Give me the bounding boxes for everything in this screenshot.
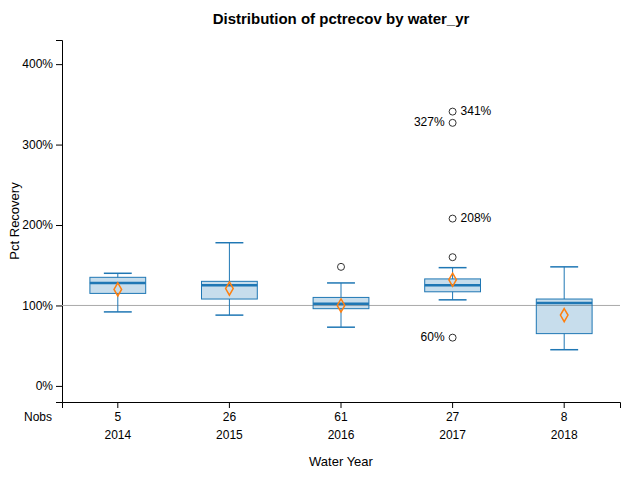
whisker-high bbox=[341, 283, 342, 297]
annotations: 341% 327% 208% 60% bbox=[414, 104, 492, 344]
nobs-value: 5 bbox=[114, 410, 121, 424]
chart: 0% 100% 200% 300% 400% 2014 2015 2016 2017 2018 34… bbox=[0, 0, 640, 480]
mean-marker bbox=[226, 282, 234, 295]
y-tick-mark bbox=[56, 305, 62, 306]
cap-high bbox=[550, 266, 578, 268]
cap-low bbox=[104, 311, 132, 313]
y-tick-mark bbox=[56, 386, 62, 387]
box-group bbox=[202, 243, 258, 315]
y-tick-mark bbox=[56, 145, 62, 146]
outlier bbox=[449, 254, 456, 261]
title: Distribution of pctrecov by water_yr bbox=[213, 10, 470, 27]
mean-marker bbox=[114, 283, 122, 296]
y-axis: 0% 100% 200% 300% 400% bbox=[22, 41, 62, 403]
x-tick-label: 2014 bbox=[104, 428, 131, 442]
nobs-value: 8 bbox=[561, 410, 568, 424]
y-tick-label: 300% bbox=[22, 138, 53, 152]
x-axis-title: Water Year bbox=[309, 454, 374, 469]
x-axis-line bbox=[63, 403, 621, 409]
whisker-low bbox=[564, 334, 565, 350]
annotation: 327% bbox=[414, 115, 445, 129]
x-tick: 2018 bbox=[551, 402, 578, 442]
whisker-low bbox=[229, 299, 230, 315]
x-tick-mark bbox=[117, 402, 118, 408]
cap-low bbox=[550, 349, 578, 351]
plot-area bbox=[62, 108, 620, 350]
y-tick: 0% bbox=[36, 379, 62, 393]
x-tick-label: 2015 bbox=[216, 428, 243, 442]
y-tick: 300% bbox=[22, 138, 62, 152]
outlier bbox=[449, 215, 456, 222]
nobs-value: 61 bbox=[334, 410, 348, 424]
cap-high bbox=[439, 267, 467, 269]
nobs-label: Nobs bbox=[24, 410, 52, 424]
x-tick-label: 2018 bbox=[551, 428, 578, 442]
box-group bbox=[313, 283, 369, 327]
mean-marker bbox=[337, 299, 345, 312]
cap-high bbox=[104, 273, 132, 275]
box-group bbox=[90, 273, 146, 312]
y-tick-label: 200% bbox=[22, 218, 53, 232]
annotation: 341% bbox=[461, 104, 492, 118]
cap-low bbox=[215, 314, 243, 316]
whisker-low bbox=[452, 292, 453, 300]
box bbox=[202, 281, 258, 299]
y-tick: 200% bbox=[22, 218, 62, 232]
box-group bbox=[425, 268, 481, 300]
x-tick-mark bbox=[341, 402, 342, 408]
nobs-value: 26 bbox=[223, 410, 237, 424]
mean-marker bbox=[449, 273, 457, 286]
x-tick: 2017 bbox=[439, 402, 466, 442]
annotation: 208% bbox=[461, 211, 492, 225]
y-tick-label: 0% bbox=[36, 379, 54, 393]
y-tick-mark bbox=[56, 225, 62, 226]
cap-low bbox=[439, 299, 467, 301]
cap-high bbox=[327, 282, 355, 284]
x-tick-label: 2017 bbox=[439, 428, 466, 442]
annotation: 60% bbox=[421, 330, 445, 344]
x-tick: 2016 bbox=[328, 402, 355, 442]
y-tick-label: 100% bbox=[22, 299, 53, 313]
y-tick-label: 400% bbox=[22, 57, 53, 71]
x-tick-mark bbox=[229, 402, 230, 408]
median bbox=[313, 303, 369, 306]
y-axis-title: Pct Recovery bbox=[7, 182, 22, 260]
box bbox=[90, 277, 146, 293]
y-tick-mark bbox=[56, 64, 62, 65]
outlier bbox=[449, 108, 456, 115]
box bbox=[536, 299, 592, 334]
x-tick-label: 2016 bbox=[328, 428, 355, 442]
box-group bbox=[536, 267, 592, 350]
x-tick: 2015 bbox=[216, 402, 243, 442]
nobs-value: 27 bbox=[446, 410, 460, 424]
median bbox=[536, 302, 592, 305]
x-tick: 2014 bbox=[104, 402, 131, 442]
y-axis-line bbox=[56, 41, 63, 403]
median bbox=[202, 284, 258, 287]
outlier bbox=[338, 263, 345, 270]
y-tick: 400% bbox=[22, 57, 62, 71]
x-axis: 2014 2015 2016 2017 2018 bbox=[63, 402, 621, 442]
y-tick: 100% bbox=[22, 299, 62, 313]
x-tick-mark bbox=[452, 402, 453, 408]
whisker-high bbox=[564, 267, 565, 299]
nobs-row: Nobs 5 26 61 27 8 bbox=[24, 410, 568, 424]
outlier bbox=[449, 334, 456, 341]
mean-marker bbox=[560, 309, 568, 322]
whisker-high bbox=[229, 243, 230, 282]
outlier bbox=[449, 119, 456, 126]
cap-high bbox=[215, 242, 243, 244]
x-tick-mark bbox=[564, 402, 565, 408]
cap-low bbox=[327, 326, 355, 328]
